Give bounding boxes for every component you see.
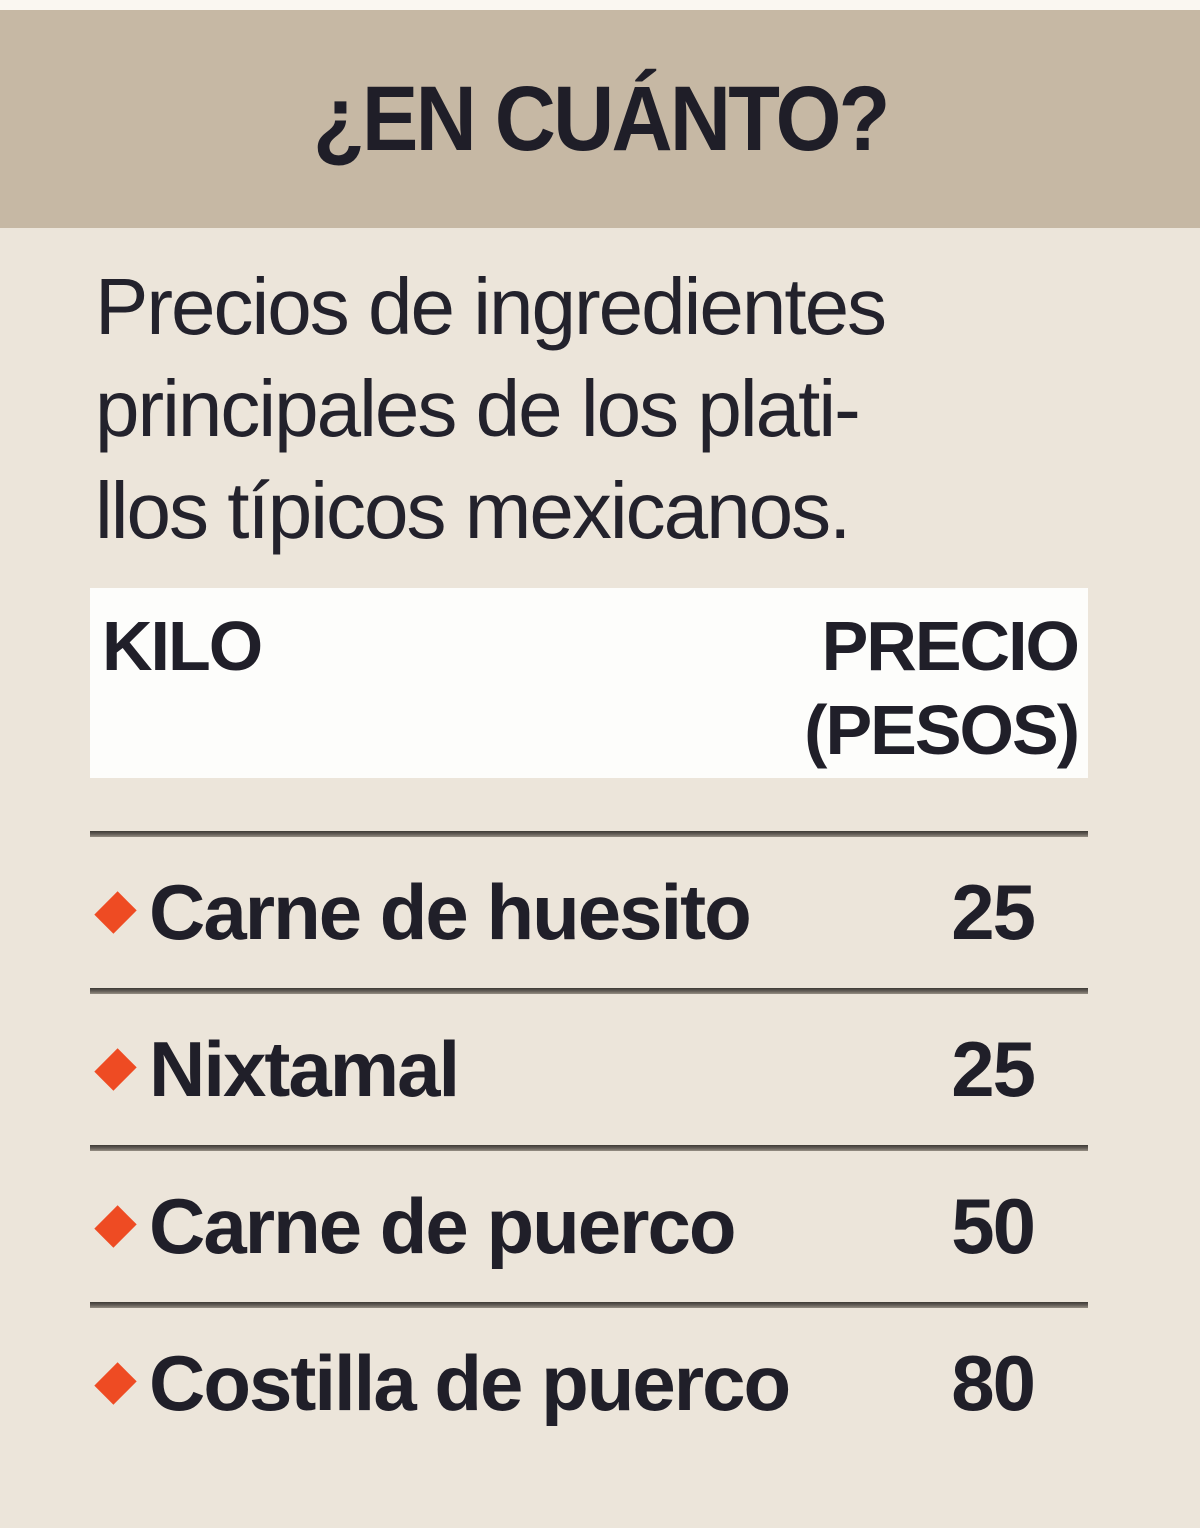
price-value: 50 <box>951 1182 1036 1270</box>
ingredient-label: Nixtamal <box>149 1025 460 1113</box>
table-row: Carne de puerco 50 <box>90 1151 1088 1302</box>
intro-line: llos típicos mexicanos. <box>95 466 851 555</box>
table-row: Costilla de puerco 80 <box>90 1308 1088 1459</box>
table-row: Carne de huesito 25 <box>90 837 1088 988</box>
ingredient-label: Carne de huesito <box>149 868 752 956</box>
diamond-bullet-icon <box>94 1362 137 1405</box>
intro-line: principales de los plati- <box>95 364 861 453</box>
table-header: KILO PRECIO (PESOS) <box>90 588 1088 778</box>
diamond-bullet-icon <box>94 1048 137 1091</box>
column-header-precio-line2: (PESOS) <box>804 691 1080 769</box>
diamond-bullet-icon <box>94 1205 137 1248</box>
row-divider <box>90 1145 1088 1151</box>
intro-text: Precios de ingredientes principales de l… <box>95 256 1100 562</box>
price-value: 25 <box>951 868 1036 956</box>
column-header-precio: PRECIO (PESOS) <box>804 604 1080 772</box>
ingredient-label: Carne de puerco <box>149 1182 737 1270</box>
column-header-kilo: KILO <box>102 607 263 685</box>
ingredient-label: Costilla de puerco <box>149 1339 791 1427</box>
title-bar: ¿EN CUÁNTO? <box>0 10 1200 228</box>
column-header-precio-line1: PRECIO <box>821 607 1080 685</box>
header-gap <box>90 778 1088 831</box>
price-value: 25 <box>951 1025 1036 1113</box>
price-table: KILO PRECIO (PESOS) Carne de huesito 25 … <box>90 588 1088 1459</box>
row-divider <box>90 988 1088 994</box>
top-strip <box>0 0 1200 10</box>
price-value: 80 <box>951 1339 1036 1427</box>
page-title: ¿EN CUÁNTO? <box>312 67 890 170</box>
intro-line: Precios de ingredientes <box>95 262 887 351</box>
row-divider <box>90 1302 1088 1308</box>
diamond-bullet-icon <box>94 891 137 934</box>
row-divider <box>90 831 1088 837</box>
table-row: Nixtamal 25 <box>90 994 1088 1145</box>
